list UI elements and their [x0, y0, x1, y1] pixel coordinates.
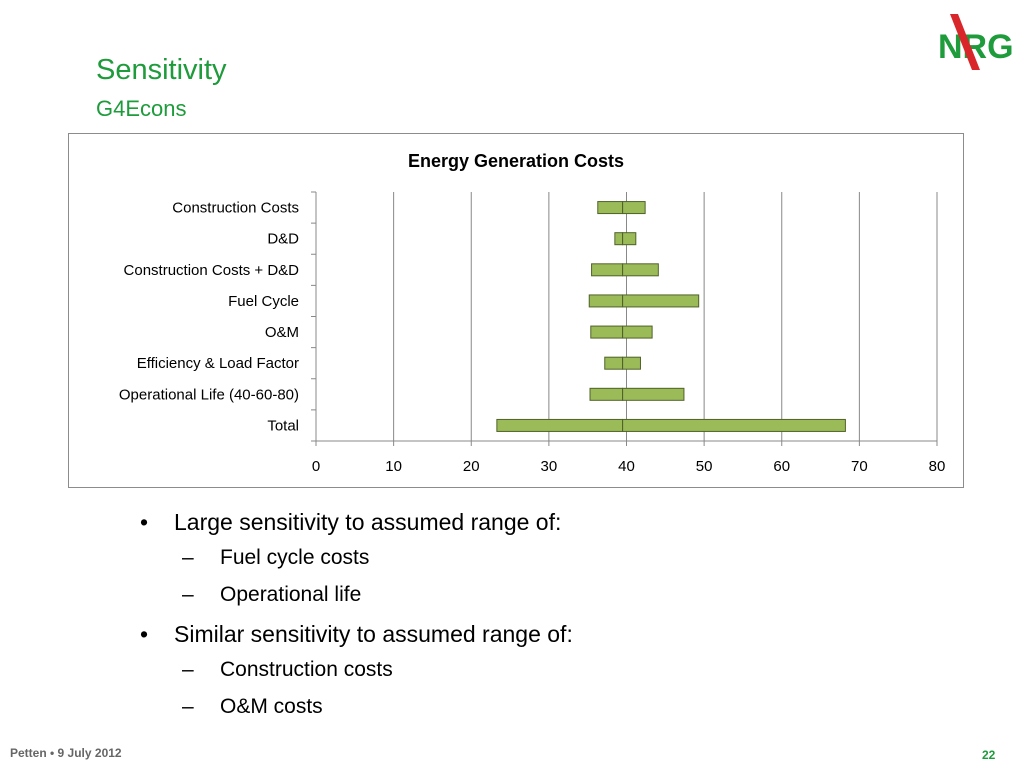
bullet-item: • Similar sensitivity to assumed range o…	[140, 617, 920, 651]
x-tick-label: 10	[385, 458, 402, 475]
bullet-text: Large sensitivity to assumed range of:	[174, 509, 562, 535]
bar-high	[622, 294, 700, 308]
sub-bullet-mark: –	[182, 658, 194, 681]
bar-high	[622, 263, 659, 277]
bar-low	[597, 201, 624, 215]
category-label: Construction Costs	[172, 200, 299, 217]
sub-bullet-mark: –	[182, 695, 194, 718]
nrg-logo: NRG	[938, 14, 1014, 70]
x-tick-label: 50	[696, 458, 713, 475]
logo-accent-mark	[950, 14, 980, 70]
bar-low	[604, 356, 624, 370]
x-tick-label: 20	[463, 458, 480, 475]
bar-high	[622, 387, 685, 401]
category-label: D&D	[267, 231, 299, 248]
x-tick-label: 0	[312, 458, 320, 475]
bar-high	[622, 232, 637, 246]
bar-low	[590, 325, 624, 339]
chart-container: Energy Generation Costs 0 10 20 30 40 50 60 70 80…	[68, 133, 964, 488]
energy-costs-chart: Energy Generation Costs 0 10 20 30 40 50 60 70 80…	[119, 151, 946, 475]
page-number: 22	[982, 748, 996, 762]
bar-low	[591, 263, 624, 277]
category-label: O&M	[265, 324, 299, 341]
bullet-text: Similar sensitivity to assumed range of:	[174, 621, 573, 647]
bullet-mark: •	[140, 509, 149, 535]
bar-high	[622, 325, 653, 339]
bullet-mark: •	[140, 621, 149, 647]
bullet-item: • Large sensitivity to assumed range of:	[140, 505, 920, 539]
page-title: Sensitivity	[96, 54, 227, 86]
category-label: Construction Costs + D&D	[124, 262, 300, 279]
sub-bullet-item: – Operational life	[140, 576, 920, 613]
sub-bullet-item: – Fuel cycle costs	[140, 539, 920, 576]
x-tick-label: 40	[618, 458, 635, 475]
bar-high	[622, 418, 846, 432]
sub-bullet-text: Fuel cycle costs	[220, 546, 370, 569]
page-subtitle: G4Econs	[96, 96, 187, 121]
category-label: Efficiency & Load Factor	[137, 355, 299, 372]
sub-bullet-item: – O&M costs	[140, 688, 920, 725]
bar-low	[496, 418, 624, 432]
sub-bullet-item: – Construction costs	[140, 651, 920, 688]
x-tick-label: 30	[541, 458, 558, 475]
chart-title: Energy Generation Costs	[408, 151, 624, 171]
bar-low	[588, 294, 624, 308]
sub-bullet-text: O&M costs	[220, 695, 323, 718]
sub-bullet-mark: –	[182, 546, 194, 569]
category-label: Fuel Cycle	[228, 293, 299, 310]
bar-low	[589, 387, 624, 401]
sub-bullet-text: Construction costs	[220, 658, 393, 681]
sub-bullet-mark: –	[182, 583, 194, 606]
bar-low	[614, 232, 624, 246]
x-tick-label: 70	[851, 458, 868, 475]
x-tick-label: 60	[773, 458, 790, 475]
footer-text: Petten • 9 July 2012	[10, 746, 122, 760]
x-tick-label: 80	[929, 458, 946, 475]
sub-bullet-text: Operational life	[220, 583, 362, 606]
bar-high	[622, 356, 641, 370]
bar-high	[622, 201, 646, 215]
bullet-list: • Large sensitivity to assumed range of:…	[140, 505, 920, 725]
category-label: Total	[267, 417, 299, 434]
category-label: Operational Life (40-60-80)	[119, 386, 299, 403]
